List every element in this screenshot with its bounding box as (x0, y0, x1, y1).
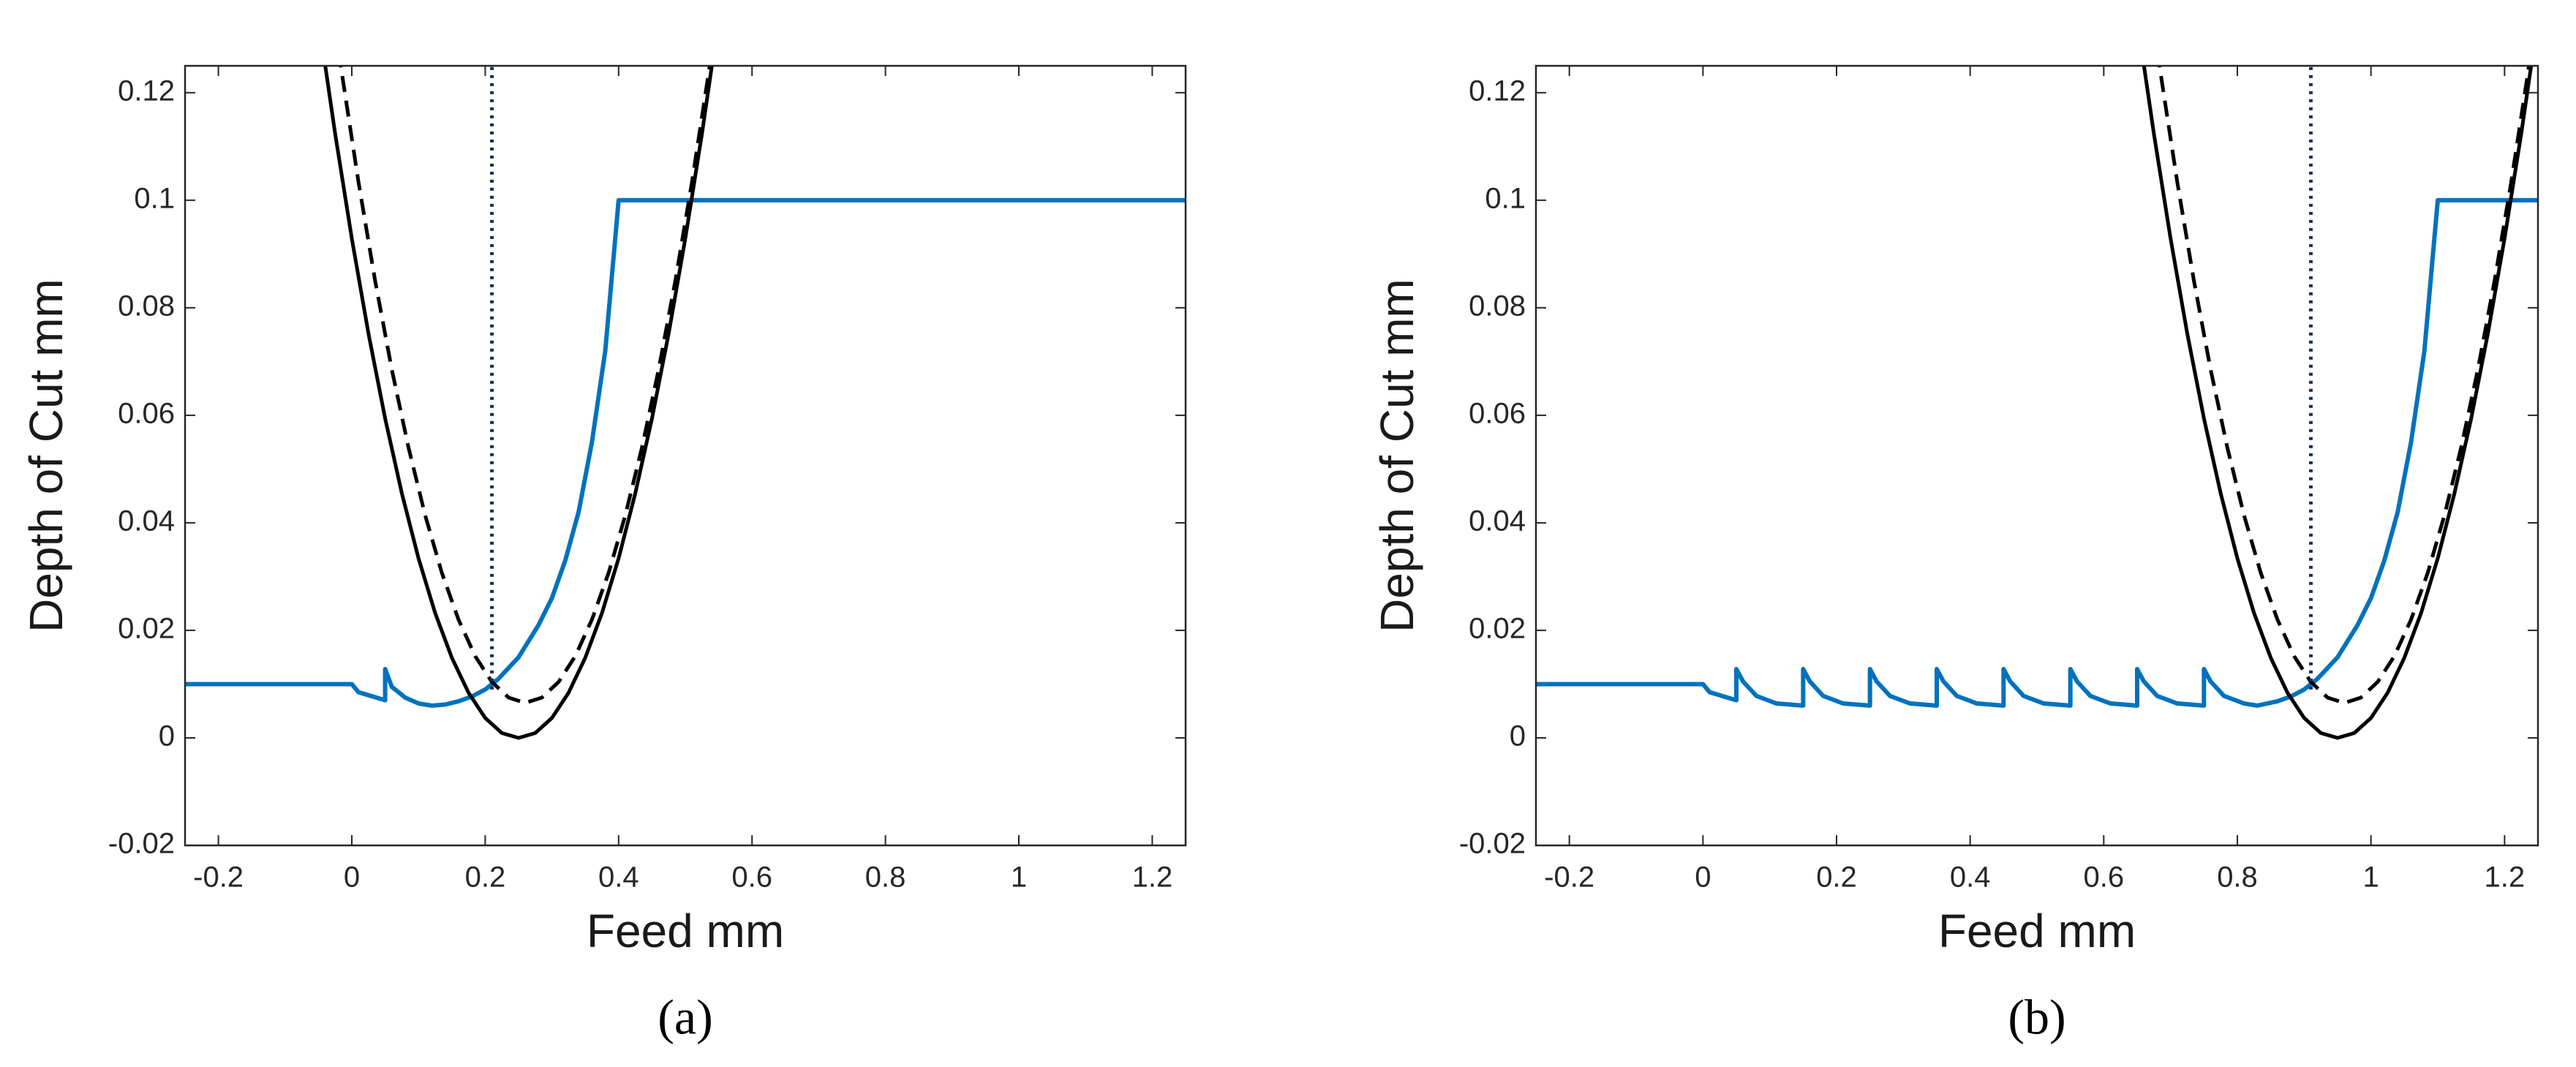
y-tick-label: 0.06 (118, 397, 175, 429)
y-tick-label: 0.08 (118, 290, 175, 322)
x-tick-label: 0.8 (2217, 861, 2258, 894)
plot-area (1536, 66, 2538, 845)
x-tick-label: 1 (1011, 861, 1027, 894)
y-tick-label: 0.12 (1469, 75, 1526, 107)
plot-area (185, 66, 1186, 845)
x-tick-label: 1.2 (1132, 861, 1173, 894)
y-tick-label: 0.06 (1469, 397, 1526, 429)
y-tick-label: 0.02 (118, 612, 175, 644)
y-tick-label: 0.04 (1469, 505, 1526, 537)
x-tick-label: 0.4 (598, 861, 639, 894)
x-tick-label: 0.2 (465, 861, 506, 894)
y-tick-label: -0.02 (1459, 828, 1526, 860)
x-axis-title: Feed mm (587, 905, 784, 957)
y-axis-title: Depth of Cut mm (1371, 279, 1423, 633)
y-tick-label: 0.04 (118, 505, 175, 537)
x-tick-label: 0.8 (865, 861, 906, 894)
chart: -0.2 0 0.2 0.4 0.6 0.8 1 1.2 -0.02 0 0.02 0.04 0.06 0… (20, 64, 1187, 1045)
y-tick-label: 0.12 (118, 75, 175, 107)
x-tick-label: 0 (344, 861, 360, 894)
axes-box (184, 64, 1187, 847)
y-tick-label: 0.1 (134, 182, 175, 214)
x-tick-label: 1 (2363, 861, 2379, 894)
caption: (a) (658, 989, 712, 1045)
x-tick-label: -0.2 (1544, 861, 1594, 894)
x-tick-label: 0 (1695, 861, 1711, 894)
x-tick-label: 1.2 (2485, 861, 2526, 894)
x-tick-label: 0.6 (2084, 861, 2125, 894)
x-tick-label: 0.2 (1816, 861, 1857, 894)
x-tick-label: -0.2 (193, 861, 244, 894)
caption: (b) (2008, 989, 2065, 1045)
y-tick-label: 0 (1510, 720, 1526, 753)
chart: -0.2 0 0.2 0.4 0.6 0.8 1 1.2 -0.02 0 0.02 0.04 0.06 0… (1371, 64, 2539, 1045)
axes-box (1534, 64, 2539, 847)
y-tick-label: -0.02 (108, 828, 175, 860)
series-line (323, 66, 714, 740)
series-line (2142, 66, 2534, 740)
y-axis-title: Depth of Cut mm (20, 279, 72, 633)
x-tick-label: 0.6 (731, 861, 772, 894)
x-axis-title: Feed mm (1938, 905, 2136, 957)
y-tick-label: 0.02 (1469, 612, 1526, 644)
y-tick-label: 0.08 (1469, 290, 1526, 322)
y-tick-label: 0 (159, 720, 175, 753)
x-tick-label: 0.4 (1950, 861, 1991, 894)
y-tick-label: 0.1 (1485, 182, 1526, 214)
